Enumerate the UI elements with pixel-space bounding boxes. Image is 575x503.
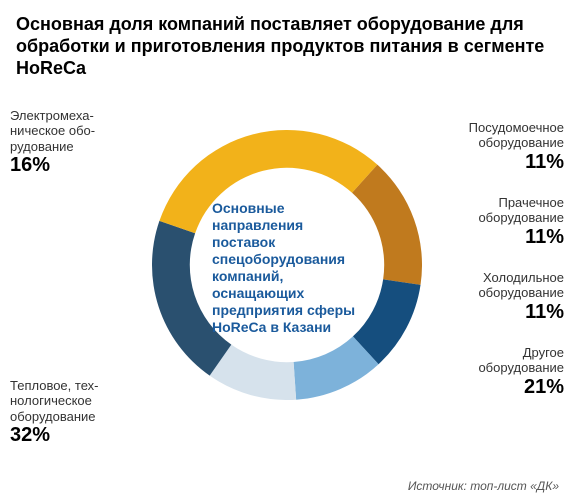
label-line: оборудование [434,285,564,300]
donut-chart: Основные направления поставок спецоборуд… [152,130,422,400]
label-line: Электромеха- [10,108,140,123]
label-line: рудование [10,139,140,154]
label-line: ническое обо- [10,123,140,138]
label-line: оборудование [434,135,564,150]
chart-title: Основная доля компаний поставляет оборуд… [16,14,559,80]
label-line: Прачечное [434,195,564,210]
label-line: оборудование [434,360,564,375]
label-other: Другоеоборудование21% [434,345,564,399]
label-line: Посудомоечное [434,120,564,135]
label-line: Тепловое, тех- [10,378,140,393]
label-pct: 11% [434,226,564,250]
label-line: нологическое [10,393,140,408]
label-pct: 16% [10,154,140,178]
label-laundry: Прачечноеоборудование11% [434,195,564,249]
label-pct: 21% [434,376,564,400]
label-refrig: Холодильноеоборудование11% [434,270,564,324]
label-pct: 11% [434,151,564,175]
label-thermal: Тепловое, тех-нологическоеоборудование32… [10,378,140,448]
label-elecmech: Электромеха-ническое обо-рудование16% [10,108,140,178]
label-line: оборудование [434,210,564,225]
label-line: Другое [434,345,564,360]
donut-center-text: Основные направления поставок спецоборуд… [208,186,372,350]
label-dishwash: Посудомоечноеоборудование11% [434,120,564,174]
label-pct: 32% [10,424,140,448]
label-line: оборудование [10,409,140,424]
label-pct: 11% [434,301,564,325]
source-caption: Источник: топ-лист «ДК» [408,479,559,493]
label-line: Холодильное [434,270,564,285]
